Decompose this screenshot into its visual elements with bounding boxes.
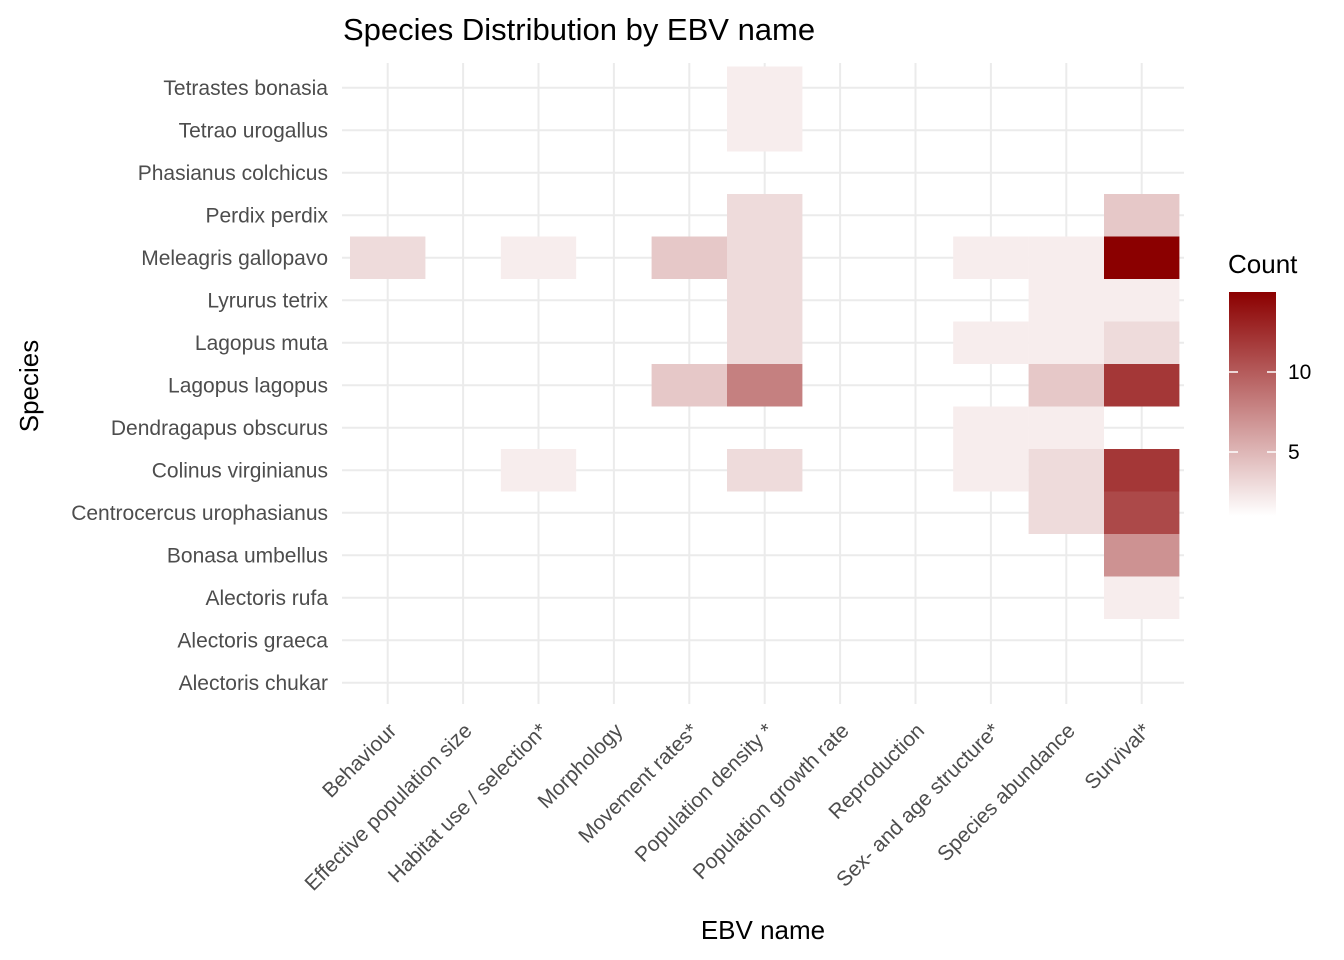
heatmap-cell bbox=[1104, 321, 1180, 364]
heatmap-cell bbox=[953, 321, 1029, 364]
heatmap-cell bbox=[1028, 449, 1104, 492]
y-tick-label: Tetrao urogallus bbox=[179, 119, 328, 142]
y-tick-label: Bonasa umbellus bbox=[167, 544, 328, 567]
color-legend: Count 5 10 bbox=[1228, 249, 1311, 516]
y-tick-label: Perdix perdix bbox=[205, 204, 328, 227]
heatmap-cell bbox=[1104, 491, 1180, 534]
legend-ticks: 5 10 bbox=[1229, 361, 1311, 464]
heatmap-cell bbox=[1028, 491, 1104, 534]
heatmap-cell bbox=[953, 236, 1029, 279]
x-tick-label: Population density * bbox=[631, 719, 779, 867]
heatmap-cell bbox=[727, 449, 803, 492]
x-tick-label: Habitat use / selection* bbox=[384, 719, 552, 887]
legend-color-bar bbox=[1229, 292, 1276, 516]
heatmap-cell bbox=[651, 364, 727, 407]
y-tick-label: Alectoris rufa bbox=[205, 587, 328, 610]
heatmap-cell bbox=[1104, 576, 1180, 619]
heatmap-cell bbox=[1104, 279, 1180, 322]
chart-title: Species Distribution by EBV name bbox=[343, 12, 815, 47]
x-tick-label: Species abundance bbox=[933, 719, 1080, 866]
legend-title: Count bbox=[1228, 249, 1298, 279]
heatmap-cell bbox=[727, 321, 803, 364]
y-tick-label: Meleagris gallopavo bbox=[141, 247, 328, 270]
y-tick-label: Alectoris chukar bbox=[179, 672, 328, 695]
legend-tick-label: 5 bbox=[1288, 441, 1300, 464]
heatmap-cell bbox=[1104, 194, 1180, 237]
heatmap-cell bbox=[1104, 534, 1180, 577]
heatmap-cell bbox=[953, 406, 1029, 449]
heatmap-cell bbox=[727, 236, 803, 279]
heatmap-cell bbox=[727, 364, 803, 407]
y-tick-label: Dendragapus obscurus bbox=[111, 417, 328, 440]
heatmap-cell bbox=[1104, 236, 1180, 279]
heatmap-cells bbox=[350, 66, 1180, 619]
x-tick-label: Survival* bbox=[1080, 719, 1155, 794]
y-tick-label: Colinus virginianus bbox=[152, 459, 328, 482]
heatmap-cell bbox=[1028, 236, 1104, 279]
y-tick-label: Lyrurus tetrix bbox=[207, 289, 328, 312]
heatmap-cell bbox=[727, 279, 803, 322]
y-tick-label: Alectoris graeca bbox=[177, 629, 328, 652]
x-axis-title: EBV name bbox=[701, 915, 825, 945]
heatmap-cell bbox=[1028, 406, 1104, 449]
heatmap-cell bbox=[1028, 321, 1104, 364]
heatmap-cell bbox=[500, 236, 577, 279]
y-axis-title: Species bbox=[14, 340, 44, 433]
legend-tick-label: 10 bbox=[1288, 361, 1311, 384]
heatmap-cell bbox=[727, 109, 803, 152]
heatmap-cell bbox=[1028, 364, 1104, 407]
y-tick-label: Lagopus muta bbox=[195, 332, 328, 355]
heatmap-cell bbox=[1104, 364, 1180, 407]
heatmap-cell bbox=[727, 66, 803, 109]
y-tick-label: Phasianus colchicus bbox=[138, 162, 328, 185]
heatmap-cell bbox=[953, 449, 1029, 492]
heatmap-cell bbox=[1104, 449, 1180, 492]
heatmap-cell bbox=[350, 236, 426, 279]
heatmap-cell bbox=[727, 194, 803, 237]
heatmap-cell bbox=[651, 236, 727, 279]
y-tick-label: Centrocercus urophasianus bbox=[71, 502, 328, 525]
y-tick-label: Tetrastes bonasia bbox=[163, 77, 328, 100]
heatmap-cell bbox=[1028, 279, 1104, 322]
y-tick-labels: Alectoris chukar Alectoris graeca Alectori… bbox=[71, 77, 328, 695]
y-tick-label: Lagopus lagopus bbox=[168, 374, 328, 397]
heatmap-cell bbox=[500, 449, 577, 492]
x-tick-label: Population growth rate bbox=[689, 719, 854, 884]
